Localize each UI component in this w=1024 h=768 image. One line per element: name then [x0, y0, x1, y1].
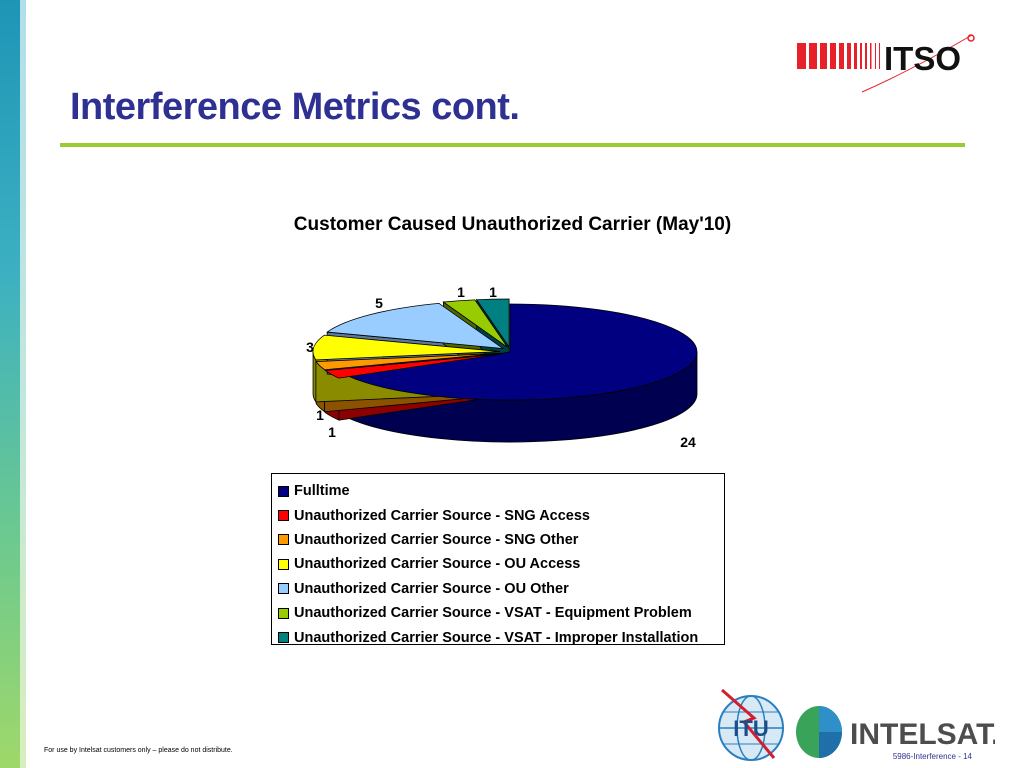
legend-label: Unauthorized Carrier Source - OU Other [294, 580, 569, 597]
legend-label: Unauthorized Carrier Source - VSAT - Imp… [294, 629, 699, 646]
pie-slice [324, 353, 501, 379]
legend-item: Unauthorized Carrier Source - SNG Other [278, 528, 724, 552]
legend-item: Unauthorized Carrier Source - VSAT - Imp… [278, 625, 724, 649]
page-number: 5986-Interference - 14 [892, 752, 972, 761]
slide-title: Interference Metrics cont. [70, 86, 520, 128]
pie-data-label: 1 [489, 284, 497, 300]
legend-swatch [278, 607, 289, 619]
pie-data-label: 24 [680, 434, 696, 450]
intelsat-logo-text: INTELSAT. [850, 718, 995, 751]
pie-slice [312, 334, 501, 361]
pie-data-label: 1 [457, 284, 465, 300]
pie-slice [315, 352, 501, 371]
pie-slice [326, 302, 505, 350]
left-decorative-stripe-light [20, 0, 26, 768]
legend-swatch [278, 485, 289, 497]
legend-item: Unauthorized Carrier Source - VSAT - Equ… [278, 601, 724, 625]
pie-data-label: 3 [306, 339, 314, 355]
chart-legend: Fulltime Unauthorized Carrier Source - SN… [271, 473, 725, 646]
footer-disclaimer: For use by Intelsat customers only – ple… [44, 747, 233, 754]
left-decorative-stripe [0, 0, 20, 768]
legend-label: Unauthorized Carrier Source - SNG Access [294, 507, 590, 524]
pie-slice [346, 303, 698, 401]
pie-slice [442, 299, 508, 348]
pie-data-label: 1 [316, 407, 324, 423]
legend-label: Unauthorized Carrier Source - OU Access [294, 556, 581, 573]
chart-title: Customer Caused Unauthorized Carrier (Ma… [293, 214, 732, 235]
legend-swatch [278, 632, 289, 644]
pie-data-label: 1 [328, 424, 336, 440]
legend-swatch [278, 534, 289, 546]
itu-logo: ITU [718, 688, 784, 761]
legend-item: Unauthorized Carrier Source - OU Access [278, 552, 724, 576]
legend-swatch [278, 558, 289, 570]
itso-logo-text: ITSO [884, 40, 961, 77]
legend-item: Fulltime [278, 479, 724, 503]
legend-item: Unauthorized Carrier Source - SNG Access [278, 503, 724, 527]
legend-swatch [278, 510, 289, 522]
pie-data-label: 5 [375, 295, 383, 311]
pie-slice [475, 298, 510, 349]
legend-label: Unauthorized Carrier Source - VSAT - Equ… [294, 605, 692, 622]
legend-swatch [278, 583, 289, 595]
legend-label: Unauthorized Carrier Source - SNG Other [294, 531, 579, 548]
legend-label: Fulltime [294, 483, 350, 500]
itso-logo: ITSO [797, 34, 975, 93]
intelsat-logo: INTELSAT. [796, 706, 995, 758]
title-divider [60, 143, 965, 147]
itu-logo-text: ITU [733, 716, 768, 741]
legend-item: Unauthorized Carrier Source - OU Other [278, 577, 724, 601]
